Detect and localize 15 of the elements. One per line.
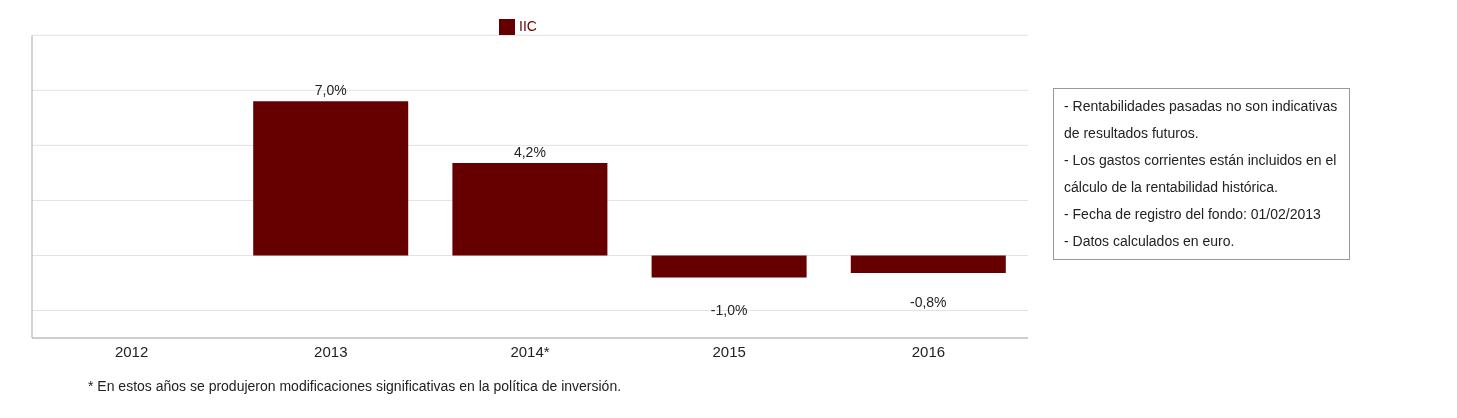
data-label: 7,0% bbox=[314, 82, 347, 99]
text: * En estos años se produjeron modificaciones significativas en la política de inversión. bbox=[88, 378, 622, 394]
data-label: 4,2% bbox=[513, 143, 546, 160]
text: - Datos calculados en euro. bbox=[1064, 232, 1236, 251]
data-label: -0,8% bbox=[910, 293, 947, 310]
text: - Fecha de registro del fondo: 01/02/2013 bbox=[1064, 205, 1322, 224]
x-tick-label: 2013 bbox=[314, 342, 348, 360]
x-tick-label: 2014* bbox=[510, 342, 550, 360]
text: - Los gastos corrientes están incluidos en el cálculo de la rentabilidad histórica. bbox=[1064, 151, 1338, 197]
x-tick-label: 2016 bbox=[911, 342, 946, 360]
legend-label: IIC bbox=[519, 18, 537, 34]
data-label: -1,0% bbox=[710, 302, 748, 319]
x-tick-label: 2015 bbox=[712, 342, 746, 360]
text: - Rentabilidades pasadas no son indicativas de resultados futuros. bbox=[1064, 97, 1339, 143]
x-tick-label: 2012 bbox=[114, 342, 149, 360]
